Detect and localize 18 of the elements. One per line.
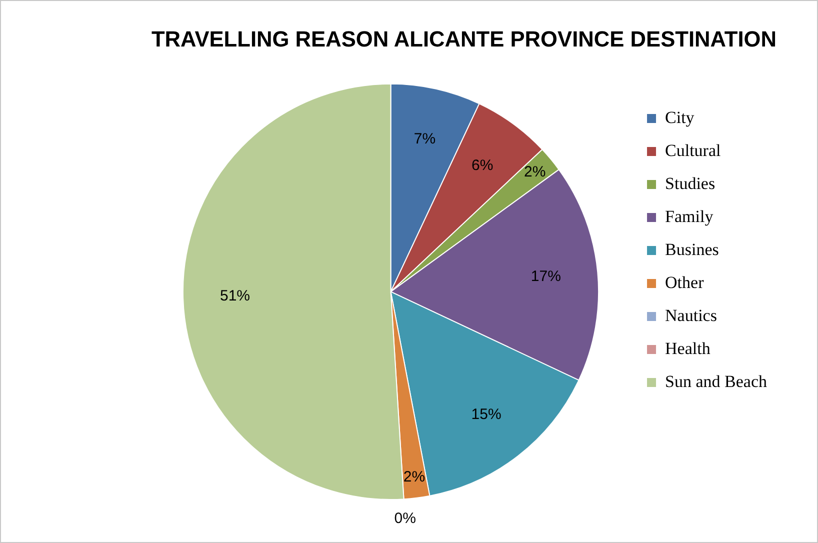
legend-label: Sun and Beach (665, 372, 768, 391)
legend-label: Studies (665, 174, 716, 193)
legend-label: Family (665, 206, 714, 226)
data-label: 2% (403, 468, 426, 486)
data-label: 51% (220, 288, 250, 305)
text: 0% (394, 510, 416, 528)
legend-label: Nautics (665, 306, 717, 325)
legend-label: Cultural (665, 140, 722, 160)
chart-title: TRAVELLING REASON ALICANTE PROVINCE DESTINATION (151, 26, 777, 52)
legend-label: City (665, 108, 695, 127)
data-label: 2% (524, 164, 546, 181)
data-label: 15% (471, 406, 502, 423)
legend-label: Other (665, 272, 704, 292)
data-label: 6% (472, 156, 494, 174)
legend-label: Busines (665, 240, 719, 259)
data-label: 7% (414, 130, 436, 148)
data-label: 17% (530, 268, 561, 286)
legend-label: Health (665, 338, 711, 358)
